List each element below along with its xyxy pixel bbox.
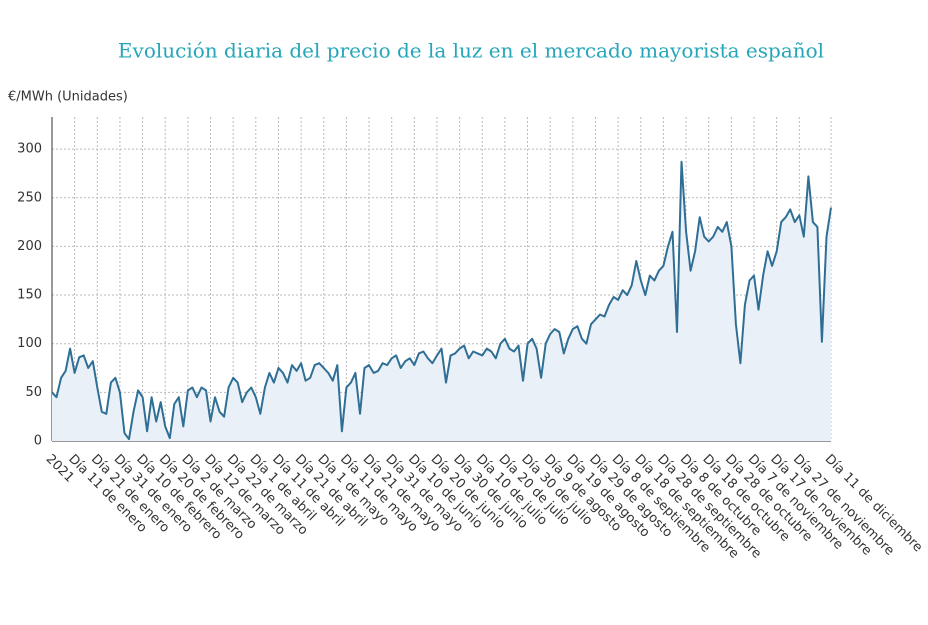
y-tick-label: 300 — [17, 142, 42, 157]
y-tick-label: 250 — [17, 190, 42, 205]
chart-title: Evolución diaria del precio de la luz en… — [118, 39, 824, 63]
y-tick-label: 0 — [34, 434, 42, 449]
y-tick-label: 200 — [17, 239, 42, 254]
y-axis-label: €/MWh (Unidades) — [8, 90, 128, 105]
area — [52, 161, 831, 442]
line — [51, 160, 832, 441]
y-tick-label: 50 — [25, 385, 42, 400]
y-tick-label: 100 — [17, 336, 42, 351]
y-tick-label: 150 — [17, 288, 42, 303]
